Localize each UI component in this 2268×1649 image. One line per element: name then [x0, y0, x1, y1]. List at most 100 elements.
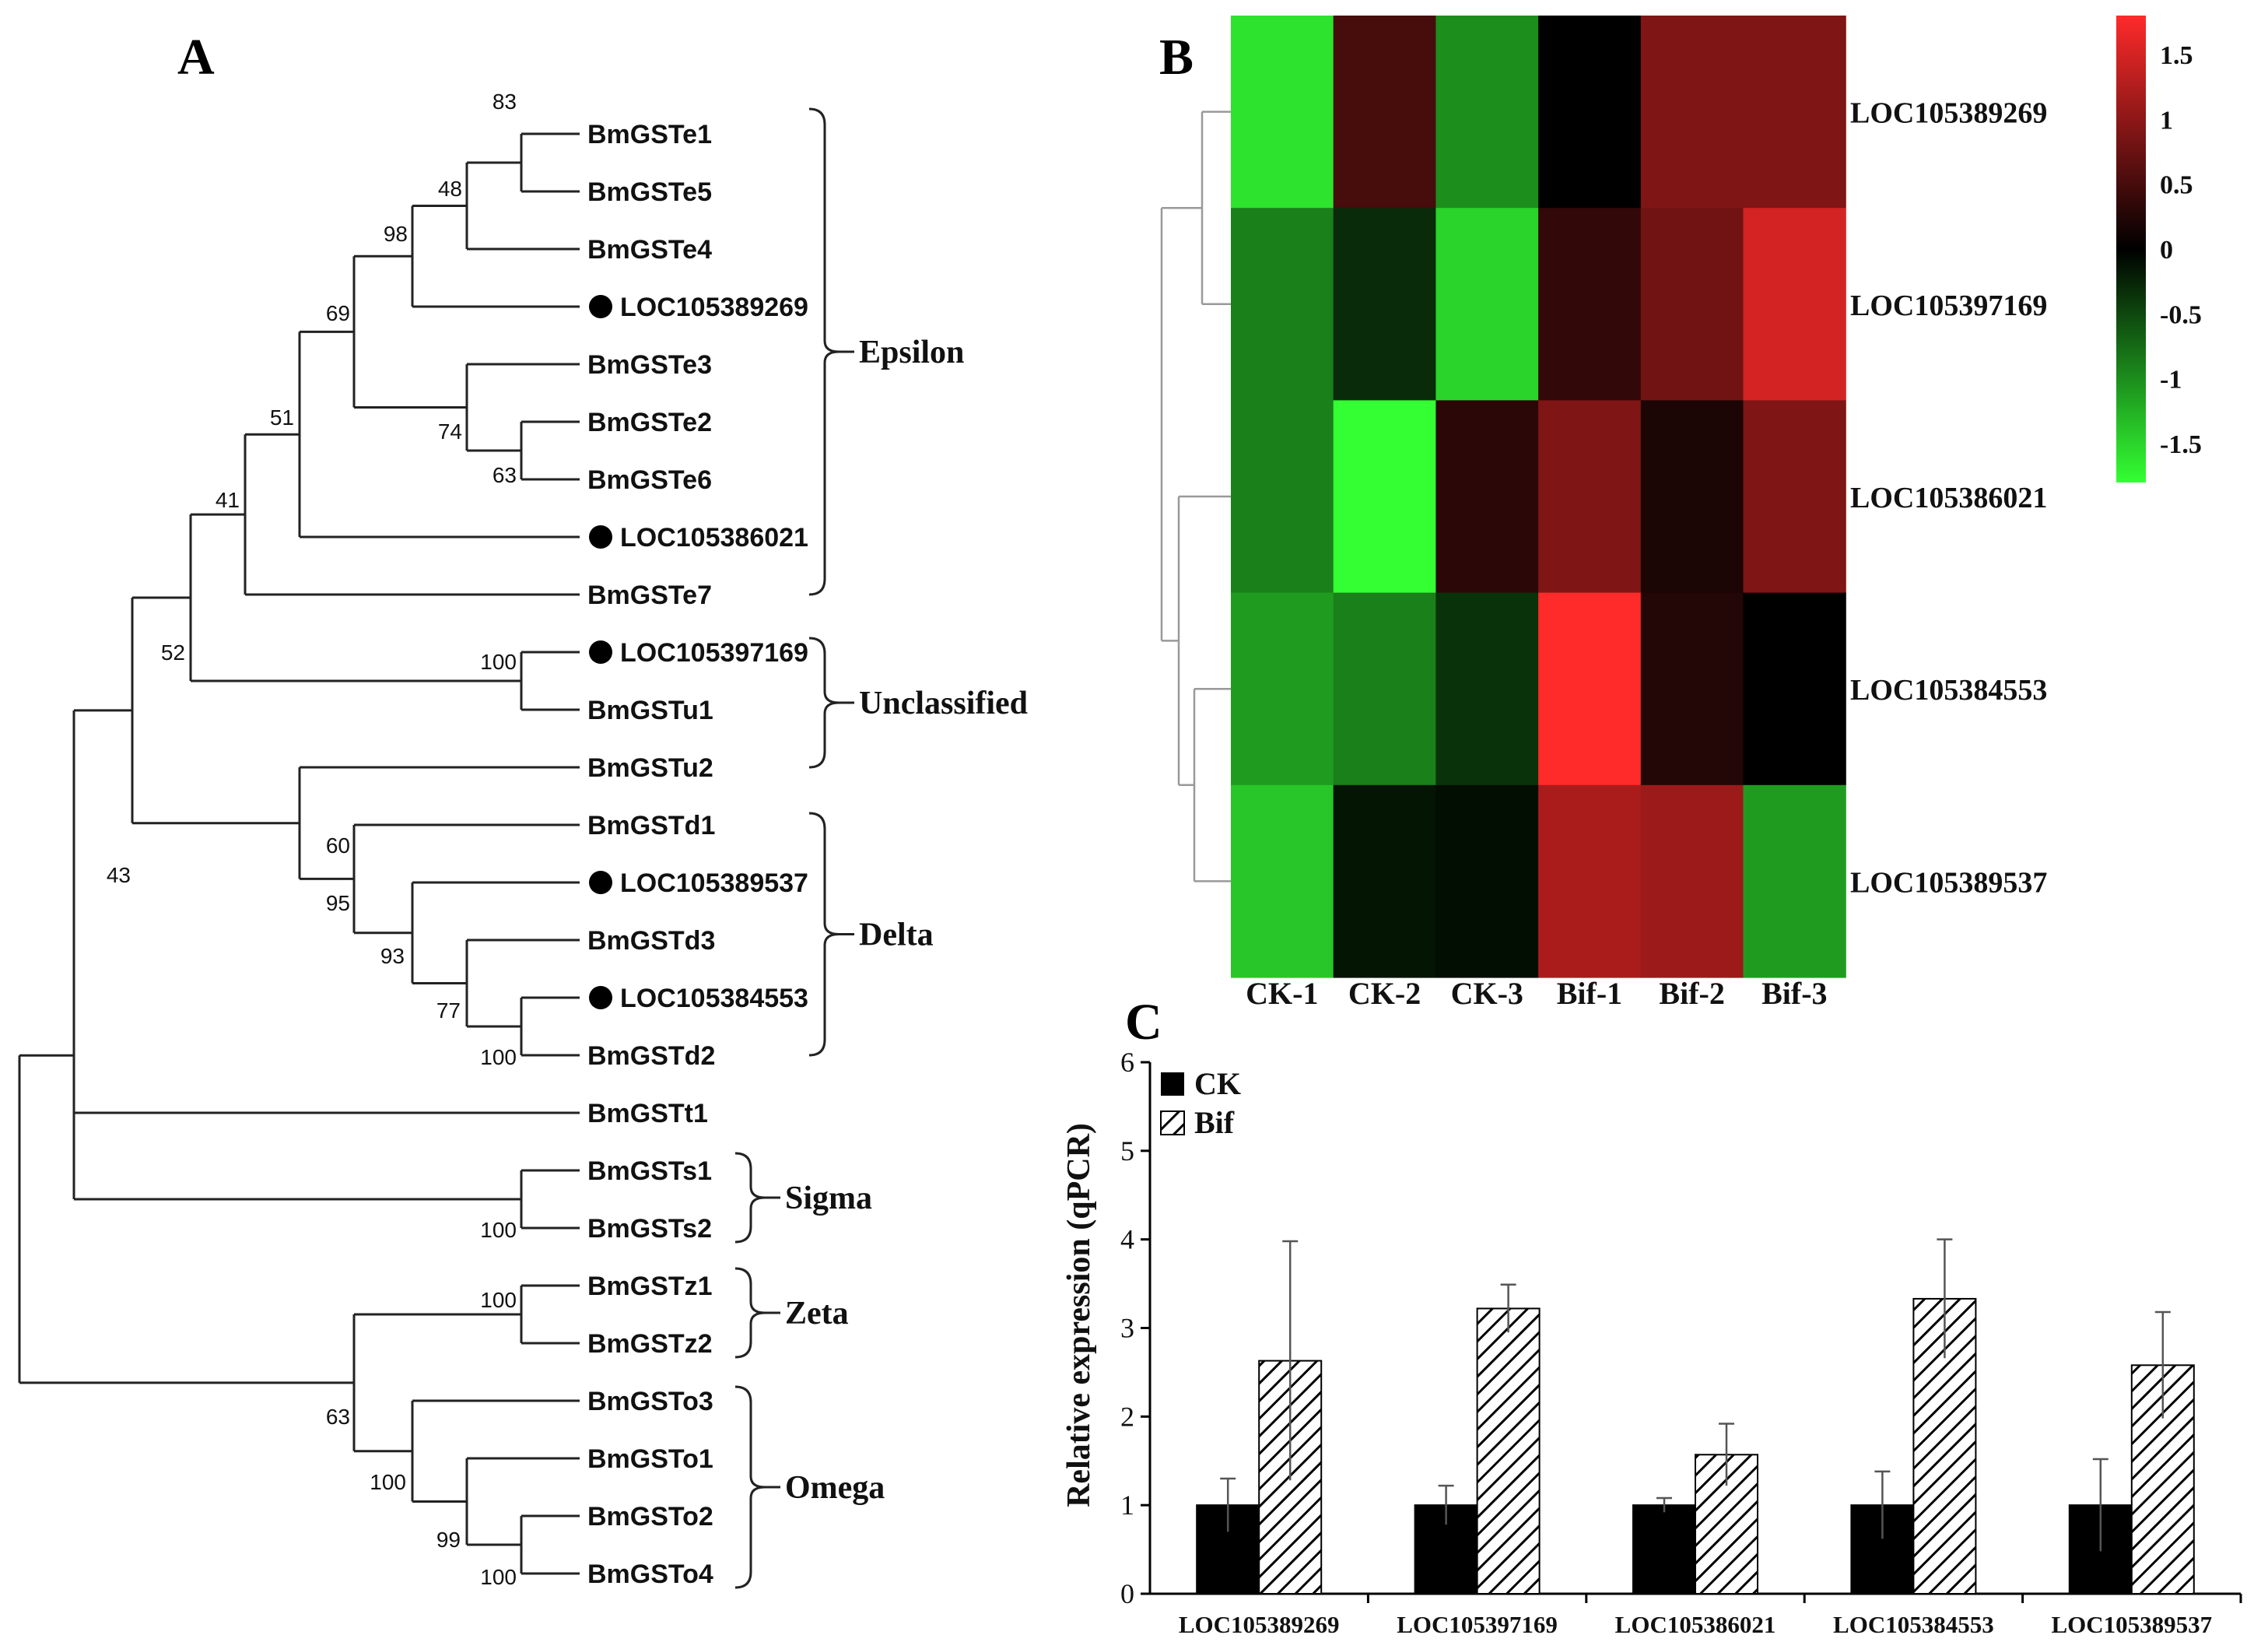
heatmap-cell — [1435, 784, 1539, 978]
heatmap-column-labels: CK-1 CK-2 CK-3 Bif-1 Bif-2 Bif-3 — [1246, 976, 1827, 1011]
tree-tip-label: BmGSTo2 — [587, 1502, 713, 1531]
tree-bootstrap-value: 51 — [270, 405, 294, 430]
tree-bootstrap-value: 74 — [438, 419, 462, 444]
legend-swatch-ck — [1161, 1072, 1184, 1096]
bar-chart-legend: CK Bif — [1160, 1066, 1241, 1140]
tree-bootstrap-value: 60 — [326, 833, 350, 858]
tree-tip-label: BmGSTd1 — [587, 811, 715, 840]
heatmap-cell — [1333, 592, 1436, 786]
tree-tip-label: BmGSTe3 — [587, 350, 712, 380]
x-tick-label: LOC105384553 — [1833, 1611, 1994, 1638]
tree-tip-label: BmGSTs1 — [587, 1156, 712, 1186]
tree-bootstrap-value: 83 — [493, 89, 517, 114]
tree-tip-label: BmGSTe5 — [587, 177, 712, 207]
x-tick-label: LOC105397169 — [1397, 1611, 1558, 1638]
tree-tip-label: BmGSTt1 — [587, 1099, 708, 1128]
y-tick-label: 2 — [1120, 1401, 1134, 1432]
bar-chart-x-labels: LOC105389269 LOC105397169 LOC105386021 LOC1… — [1179, 1611, 2212, 1638]
heatmap-column-label: Bif-3 — [1761, 976, 1827, 1011]
colorbar-tick-label: 1.5 — [2160, 41, 2193, 70]
heatmap-cell — [1333, 208, 1436, 401]
tree-tip-label: BmGSTo3 — [587, 1387, 713, 1416]
heatmap-cell — [1435, 208, 1539, 401]
bar-chart-y-ticks: 0 1 2 3 4 5 6 — [1120, 1047, 1150, 1609]
heatmap-cell — [1333, 16, 1436, 209]
tree-clade-label: Sigma — [785, 1181, 872, 1216]
heatmap-cell — [1538, 592, 1642, 786]
tree-tip-label: BmGSTs2 — [587, 1214, 712, 1244]
tree-bootstrap-value: 100 — [480, 1045, 517, 1069]
tree-clade-bracket — [808, 812, 840, 1057]
x-tick-label: LOC105386021 — [1615, 1611, 1776, 1638]
heatmap-cell — [1231, 208, 1334, 401]
heatmap-cell — [1231, 784, 1334, 978]
heatmap-column-label: CK-1 — [1246, 976, 1318, 1011]
x-tick-label: LOC105389269 — [1179, 1611, 1340, 1638]
tree-clade-bracket — [734, 1267, 766, 1359]
tree-marker-dot — [589, 295, 612, 318]
y-tick-label: 3 — [1120, 1313, 1134, 1344]
tree-tip-label: LOC105389537 — [620, 868, 808, 898]
tree-marker-dot — [589, 871, 612, 894]
colorbar-tick-label: -1 — [2160, 366, 2182, 395]
colorbar-tick-label: 0 — [2160, 236, 2173, 265]
panel-label-b: B — [1159, 29, 1194, 86]
legend-label-ck: CK — [1194, 1066, 1241, 1101]
tree-marker-dot — [589, 986, 612, 1009]
heatmap-cell — [1640, 592, 1744, 786]
tree-marker-dot — [589, 640, 612, 664]
tree-clade-bracket — [808, 637, 840, 769]
heatmap-cell — [1231, 400, 1334, 594]
heatmap-cell — [1538, 208, 1642, 401]
legend-label-bif: Bif — [1194, 1105, 1235, 1140]
tree-tip-label: BmGSTd2 — [587, 1041, 715, 1071]
heatmap-cell — [1231, 592, 1334, 786]
tree-tip-label: BmGSTe7 — [587, 581, 712, 610]
tree-tip-label: BmGSTd3 — [587, 926, 715, 956]
tree-tip-label: BmGSTe6 — [587, 465, 712, 495]
heatmap-colorbar — [2116, 16, 2146, 482]
heatmap-row-label: LOC105389537 — [1850, 866, 2047, 899]
tree-clade-label: Omega — [785, 1470, 885, 1506]
tree-tip-label: BmGSTz2 — [587, 1329, 713, 1359]
tree-tip-label: LOC105397169 — [620, 638, 808, 668]
tree-bootstrap-value: 99 — [436, 1528, 461, 1552]
tree-bootstrap-value: 100 — [480, 1218, 517, 1242]
heatmap-cell — [1435, 400, 1539, 594]
tree-bootstrap-value: 100 — [480, 1288, 517, 1312]
bar-bif — [1476, 1307, 1541, 1595]
heatmap-cell — [1640, 400, 1744, 594]
tree-bootstrap-value: 43 — [107, 863, 131, 887]
legend-swatch-bif — [1160, 1110, 1185, 1135]
heatmap-cell — [1435, 592, 1539, 786]
tree-markers — [589, 295, 612, 1009]
tree-tip-label: BmGSTz1 — [587, 1272, 713, 1301]
heatmap-cell — [1743, 784, 1846, 978]
heatmap-cell — [1538, 784, 1642, 978]
tree-bootstrap-value: 100 — [480, 1565, 517, 1589]
tree-tip-labels: BmGSTe1 BmGSTe5 BmGSTe4 LOC105389269 BmGSTe3… — [587, 120, 808, 1589]
tree-bootstrap-value: 63 — [493, 463, 517, 487]
heatmap-cell — [1333, 784, 1436, 978]
heatmap-cell — [1333, 400, 1436, 594]
tree-tip-label: BmGSTe4 — [587, 235, 712, 265]
tree-bootstrap-value: 77 — [436, 998, 461, 1023]
tree-tip-label: BmGSTe1 — [587, 120, 712, 149]
y-tick-label: 6 — [1120, 1047, 1134, 1078]
y-tick-label: 5 — [1120, 1135, 1134, 1167]
tree-bootstrap-value: 100 — [480, 650, 517, 674]
heatmap-cell — [1743, 16, 1846, 209]
tree-marker-dot — [589, 525, 612, 549]
heatmap-row-label: LOC105384553 — [1850, 674, 2047, 707]
heatmap-column-label: Bif-1 — [1557, 976, 1622, 1011]
tree-bootstrap-value: 41 — [216, 488, 240, 512]
heatmap-cell — [1640, 208, 1744, 401]
y-tick-label: 4 — [1120, 1224, 1134, 1255]
tree-bootstrap-value: 63 — [326, 1405, 350, 1429]
colorbar-tick-label: 0.5 — [2160, 171, 2193, 200]
tree-bootstrap-values: 83 48 98 69 74 63 51 41 52 100 60 95 93 77 100 43 100 100… — [107, 89, 517, 1589]
bar-chart-bars — [1196, 1297, 2195, 1595]
bar-chart-error-bars — [1220, 1238, 2171, 1552]
heatmap-column-label: Bif-2 — [1659, 976, 1724, 1011]
heatmap-cell — [1435, 16, 1539, 209]
